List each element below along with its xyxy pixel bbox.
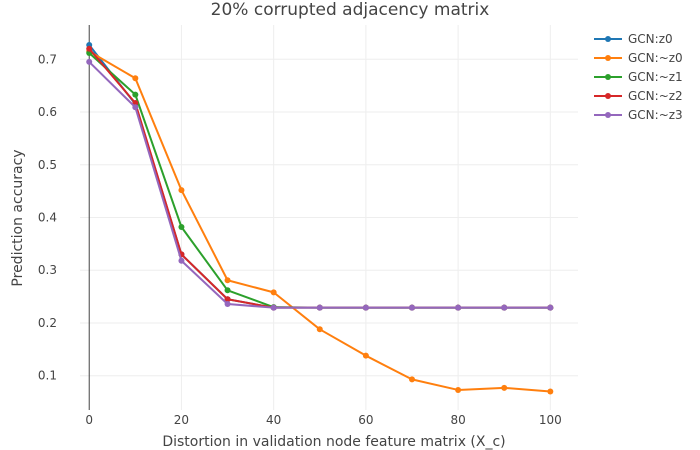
- x-tick-label: 80: [450, 413, 465, 427]
- legend-item[interactable]: GCN:~z0: [594, 51, 683, 65]
- series: [86, 42, 554, 395]
- tick-labels: 0 20 40 60 80 100 0.1 0.2 0.3 0.4 0.5 0.6 0.7: [38, 52, 562, 427]
- data-point: [224, 300, 231, 307]
- data-point: [316, 326, 323, 333]
- data-point: [86, 58, 93, 65]
- data-point: [178, 257, 185, 264]
- legend-label: GCN:~z0: [628, 51, 683, 65]
- data-point: [178, 223, 185, 230]
- y-tick-label: 0.2: [38, 316, 57, 330]
- grid: [80, 25, 578, 410]
- series-gcn-z3: [86, 58, 554, 311]
- y-tick-label: 0.6: [38, 105, 57, 119]
- legend-swatch-marker: [605, 93, 611, 99]
- y-tick-label: 0.1: [38, 369, 57, 383]
- legend-item[interactable]: GCN:~z1: [594, 70, 683, 84]
- x-tick-label: 40: [266, 413, 281, 427]
- data-point: [409, 376, 415, 383]
- legend-swatch-marker: [605, 36, 611, 42]
- legend-label: GCN:~z2: [628, 89, 683, 103]
- chart-title: 20% corrupted adjacency matrix: [211, 0, 490, 20]
- data-point: [132, 75, 139, 82]
- data-point: [224, 287, 231, 294]
- series-gcn-z0: [86, 48, 554, 395]
- y-tick-label: 0.3: [38, 263, 57, 277]
- data-point: [132, 91, 139, 98]
- y-axis-label: Prediction accuracy: [10, 149, 26, 286]
- x-tick-label: 60: [358, 413, 373, 427]
- legend-label: GCN:~z3: [628, 108, 683, 122]
- data-point: [362, 352, 369, 359]
- data-point: [547, 388, 554, 395]
- legend-swatch-marker: [605, 112, 611, 118]
- legend-item[interactable]: GCN:z0: [594, 32, 673, 46]
- x-axis-label: Distortion in validation node feature ma…: [162, 434, 505, 450]
- legend-item[interactable]: GCN:~z3: [594, 108, 683, 122]
- data-point: [547, 304, 554, 311]
- data-point: [455, 386, 462, 393]
- data-point: [132, 104, 139, 111]
- x-tick-label: 100: [539, 413, 562, 427]
- legend-swatch-marker: [605, 55, 611, 61]
- data-point: [409, 304, 415, 311]
- legend-label: GCN:~z1: [628, 70, 683, 84]
- series-line: [88, 61, 551, 309]
- legend: GCN:z0 GCN:~z0 GCN:~z1 GCN:~z2 GCN:~z3: [594, 32, 683, 122]
- y-tick-label: 0.5: [38, 158, 57, 172]
- data-point: [86, 45, 93, 52]
- data-point: [501, 384, 508, 391]
- x-tick-label: 20: [174, 413, 189, 427]
- data-point: [362, 304, 369, 311]
- legend-swatch-marker: [605, 74, 611, 80]
- legend-item[interactable]: GCN:~z2: [594, 89, 683, 103]
- data-point: [270, 289, 277, 296]
- legend-label: GCN:z0: [628, 32, 673, 46]
- series-line: [88, 48, 551, 309]
- y-tick-label: 0.4: [38, 211, 57, 225]
- x-tick-label: 0: [85, 413, 93, 427]
- data-point: [316, 304, 323, 311]
- data-point: [455, 304, 462, 311]
- data-point: [501, 304, 508, 311]
- data-point: [178, 187, 185, 194]
- y-tick-label: 0.7: [38, 52, 57, 66]
- data-point: [270, 304, 277, 311]
- data-point: [224, 277, 231, 284]
- series-line: [88, 50, 551, 393]
- data-point: [224, 296, 231, 303]
